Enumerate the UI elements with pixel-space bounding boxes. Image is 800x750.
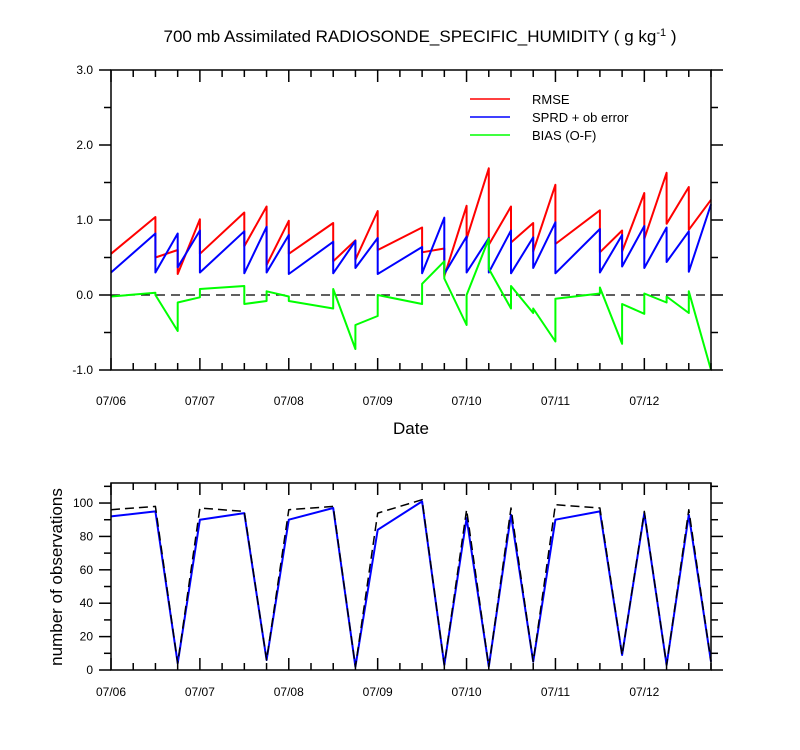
top-series-1 bbox=[110, 203, 712, 275]
top-y-tick-label: 0.0 bbox=[76, 288, 93, 302]
bottom-x-tick-label: 07/12 bbox=[629, 685, 659, 699]
top-y-tick-label: 1.0 bbox=[76, 213, 93, 227]
bottom-y-tick-label: 60 bbox=[80, 563, 94, 577]
top-x-tick-label: 07/10 bbox=[452, 394, 482, 408]
bottom-y-tick-label: 80 bbox=[80, 529, 94, 543]
bottom-x-tick-label: 07/08 bbox=[274, 685, 304, 699]
legend: RMSE SPRD + ob error BIAS (O-F) bbox=[470, 92, 629, 143]
top-x-tick-label: 07/09 bbox=[363, 394, 393, 408]
legend-label: BIAS (O-F) bbox=[532, 128, 596, 143]
top-x-tick-label: 07/12 bbox=[629, 394, 659, 408]
y-axis-label: number of observations bbox=[47, 488, 66, 666]
top-series-0 bbox=[110, 167, 712, 278]
x-axis-label: Date bbox=[393, 419, 429, 438]
bottom-chart-panel: 07/06 07/07 07/08 07/09 07/10 07/11 07/12 0 20 40… bbox=[47, 482, 723, 699]
bottom-x-tick-label: 07/11 bbox=[541, 685, 570, 699]
chart-title: 700 mb Assimilated RADIOSONDE_SPECIFIC_H… bbox=[164, 27, 677, 46]
bottom-x-tick-label: 07/10 bbox=[452, 685, 482, 699]
bottom-x-tick-label: 07/06 bbox=[96, 685, 126, 699]
top-y-tick-label: -1.0 bbox=[72, 363, 93, 377]
top-y-tick-label: 3.0 bbox=[76, 63, 93, 77]
bottom-series-0 bbox=[110, 500, 712, 668]
top-x-tick-label: 07/07 bbox=[185, 394, 215, 408]
bottom-x-tick-label: 07/07 bbox=[185, 685, 215, 699]
top-x-tick-label: 07/06 bbox=[96, 394, 126, 408]
top-chart-panel: 700 mb Assimilated RADIOSONDE_SPECIFIC_H… bbox=[72, 27, 723, 438]
top-x-tick-label: 07/11 bbox=[541, 394, 570, 408]
bottom-y-tick-label: 100 bbox=[73, 496, 93, 510]
top-series-2 bbox=[110, 237, 712, 371]
top-x-tick-label: 07/08 bbox=[274, 394, 304, 408]
bottom-plot-frame bbox=[110, 482, 712, 671]
bottom-x-tick-label: 07/09 bbox=[363, 685, 393, 699]
bottom-y-tick-label: 20 bbox=[80, 630, 94, 644]
bottom-y-tick-label: 40 bbox=[80, 596, 94, 610]
legend-label: SPRD + ob error bbox=[532, 110, 629, 125]
legend-label: RMSE bbox=[532, 92, 570, 107]
bottom-y-tick-label: 0 bbox=[86, 663, 93, 677]
top-y-tick-label: 2.0 bbox=[76, 138, 93, 152]
